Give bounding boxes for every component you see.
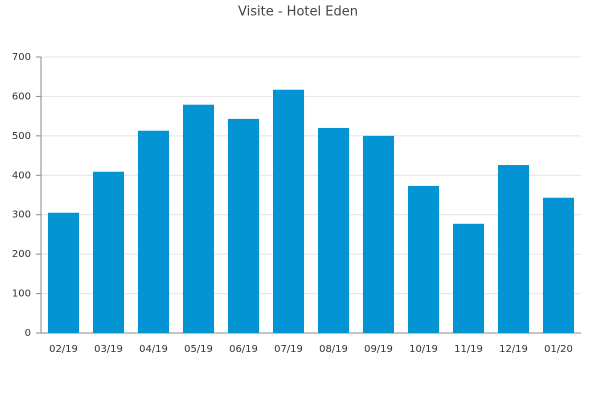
bar — [497, 165, 530, 333]
bar — [47, 212, 80, 333]
bar — [137, 130, 170, 333]
bar — [407, 185, 440, 333]
y-tick-label: 100 — [12, 289, 31, 300]
chart-title: Visite - Hotel Eden — [238, 5, 358, 20]
y-tick-label: 200 — [12, 249, 31, 260]
bar — [182, 104, 215, 333]
y-tick-label: 600 — [12, 91, 31, 102]
bar — [227, 118, 260, 333]
x-tick-label: 10/19 — [409, 344, 438, 355]
x-tick-label: 12/19 — [499, 344, 528, 355]
y-tick-label: 500 — [12, 131, 31, 142]
x-tick-label: 08/19 — [319, 344, 348, 355]
x-tick-label: 04/19 — [139, 344, 168, 355]
bar — [92, 171, 125, 333]
x-tick-label: 07/19 — [274, 344, 303, 355]
bar — [362, 135, 395, 333]
x-tick-label: 05/19 — [184, 344, 213, 355]
x-tick-label: 09/19 — [364, 344, 393, 355]
y-tick-label: 300 — [12, 210, 31, 221]
y-tick-label: 400 — [12, 170, 31, 181]
x-tick-label: 06/19 — [229, 344, 258, 355]
bar — [452, 223, 485, 333]
x-tick-label: 01/20 — [544, 344, 573, 355]
x-tick-label: 03/19 — [94, 344, 123, 355]
y-tick-label: 0 — [25, 328, 31, 339]
bar — [317, 127, 350, 333]
y-tick-label: 700 — [12, 52, 31, 63]
x-tick-label: 11/19 — [454, 344, 483, 355]
bar — [272, 89, 305, 334]
bar — [542, 197, 575, 333]
x-tick-label: 02/19 — [49, 344, 78, 355]
